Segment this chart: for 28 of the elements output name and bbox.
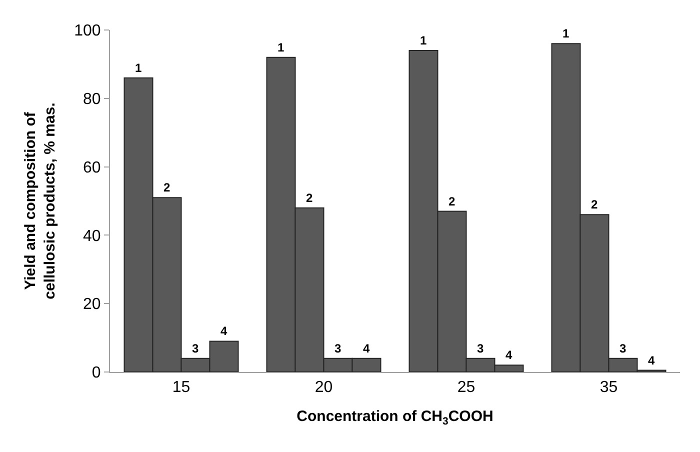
text: 3: [620, 341, 626, 356]
series-label: 1: [135, 60, 142, 75]
x-tick-label: 15: [172, 379, 190, 396]
x-tick-label: 20: [314, 379, 333, 396]
y-tick-label: 100: [74, 22, 101, 40]
series-label: 2: [164, 180, 170, 195]
series-label: 3: [192, 341, 199, 356]
x-tick-label: 25: [457, 379, 476, 396]
text: 3: [334, 341, 342, 356]
text: 4: [648, 353, 655, 368]
text: 4: [363, 341, 370, 356]
text: 1: [278, 40, 284, 54]
text: 2: [448, 194, 456, 208]
text: 1: [562, 26, 570, 41]
y-tick-label: 0: [92, 364, 101, 382]
y-tick-label: 60: [83, 159, 101, 176]
text: 2: [591, 198, 598, 212]
series-label: 4: [220, 324, 228, 338]
text: 2: [306, 190, 313, 205]
y-tick-label: 80: [83, 91, 101, 108]
x-axis-title: Concentration of CH$_{3}$COOH: [296, 408, 494, 428]
text: 3: [477, 341, 484, 356]
text: 4: [506, 348, 512, 362]
y-tick-label: 20: [83, 296, 101, 314]
x-tick-label: 35: [600, 379, 618, 396]
text: 1: [420, 34, 427, 48]
y-tick-label: 40: [83, 228, 101, 245]
y-axis-title: Yield and composition of cellulosic products, % mas.: [22, 102, 58, 300]
